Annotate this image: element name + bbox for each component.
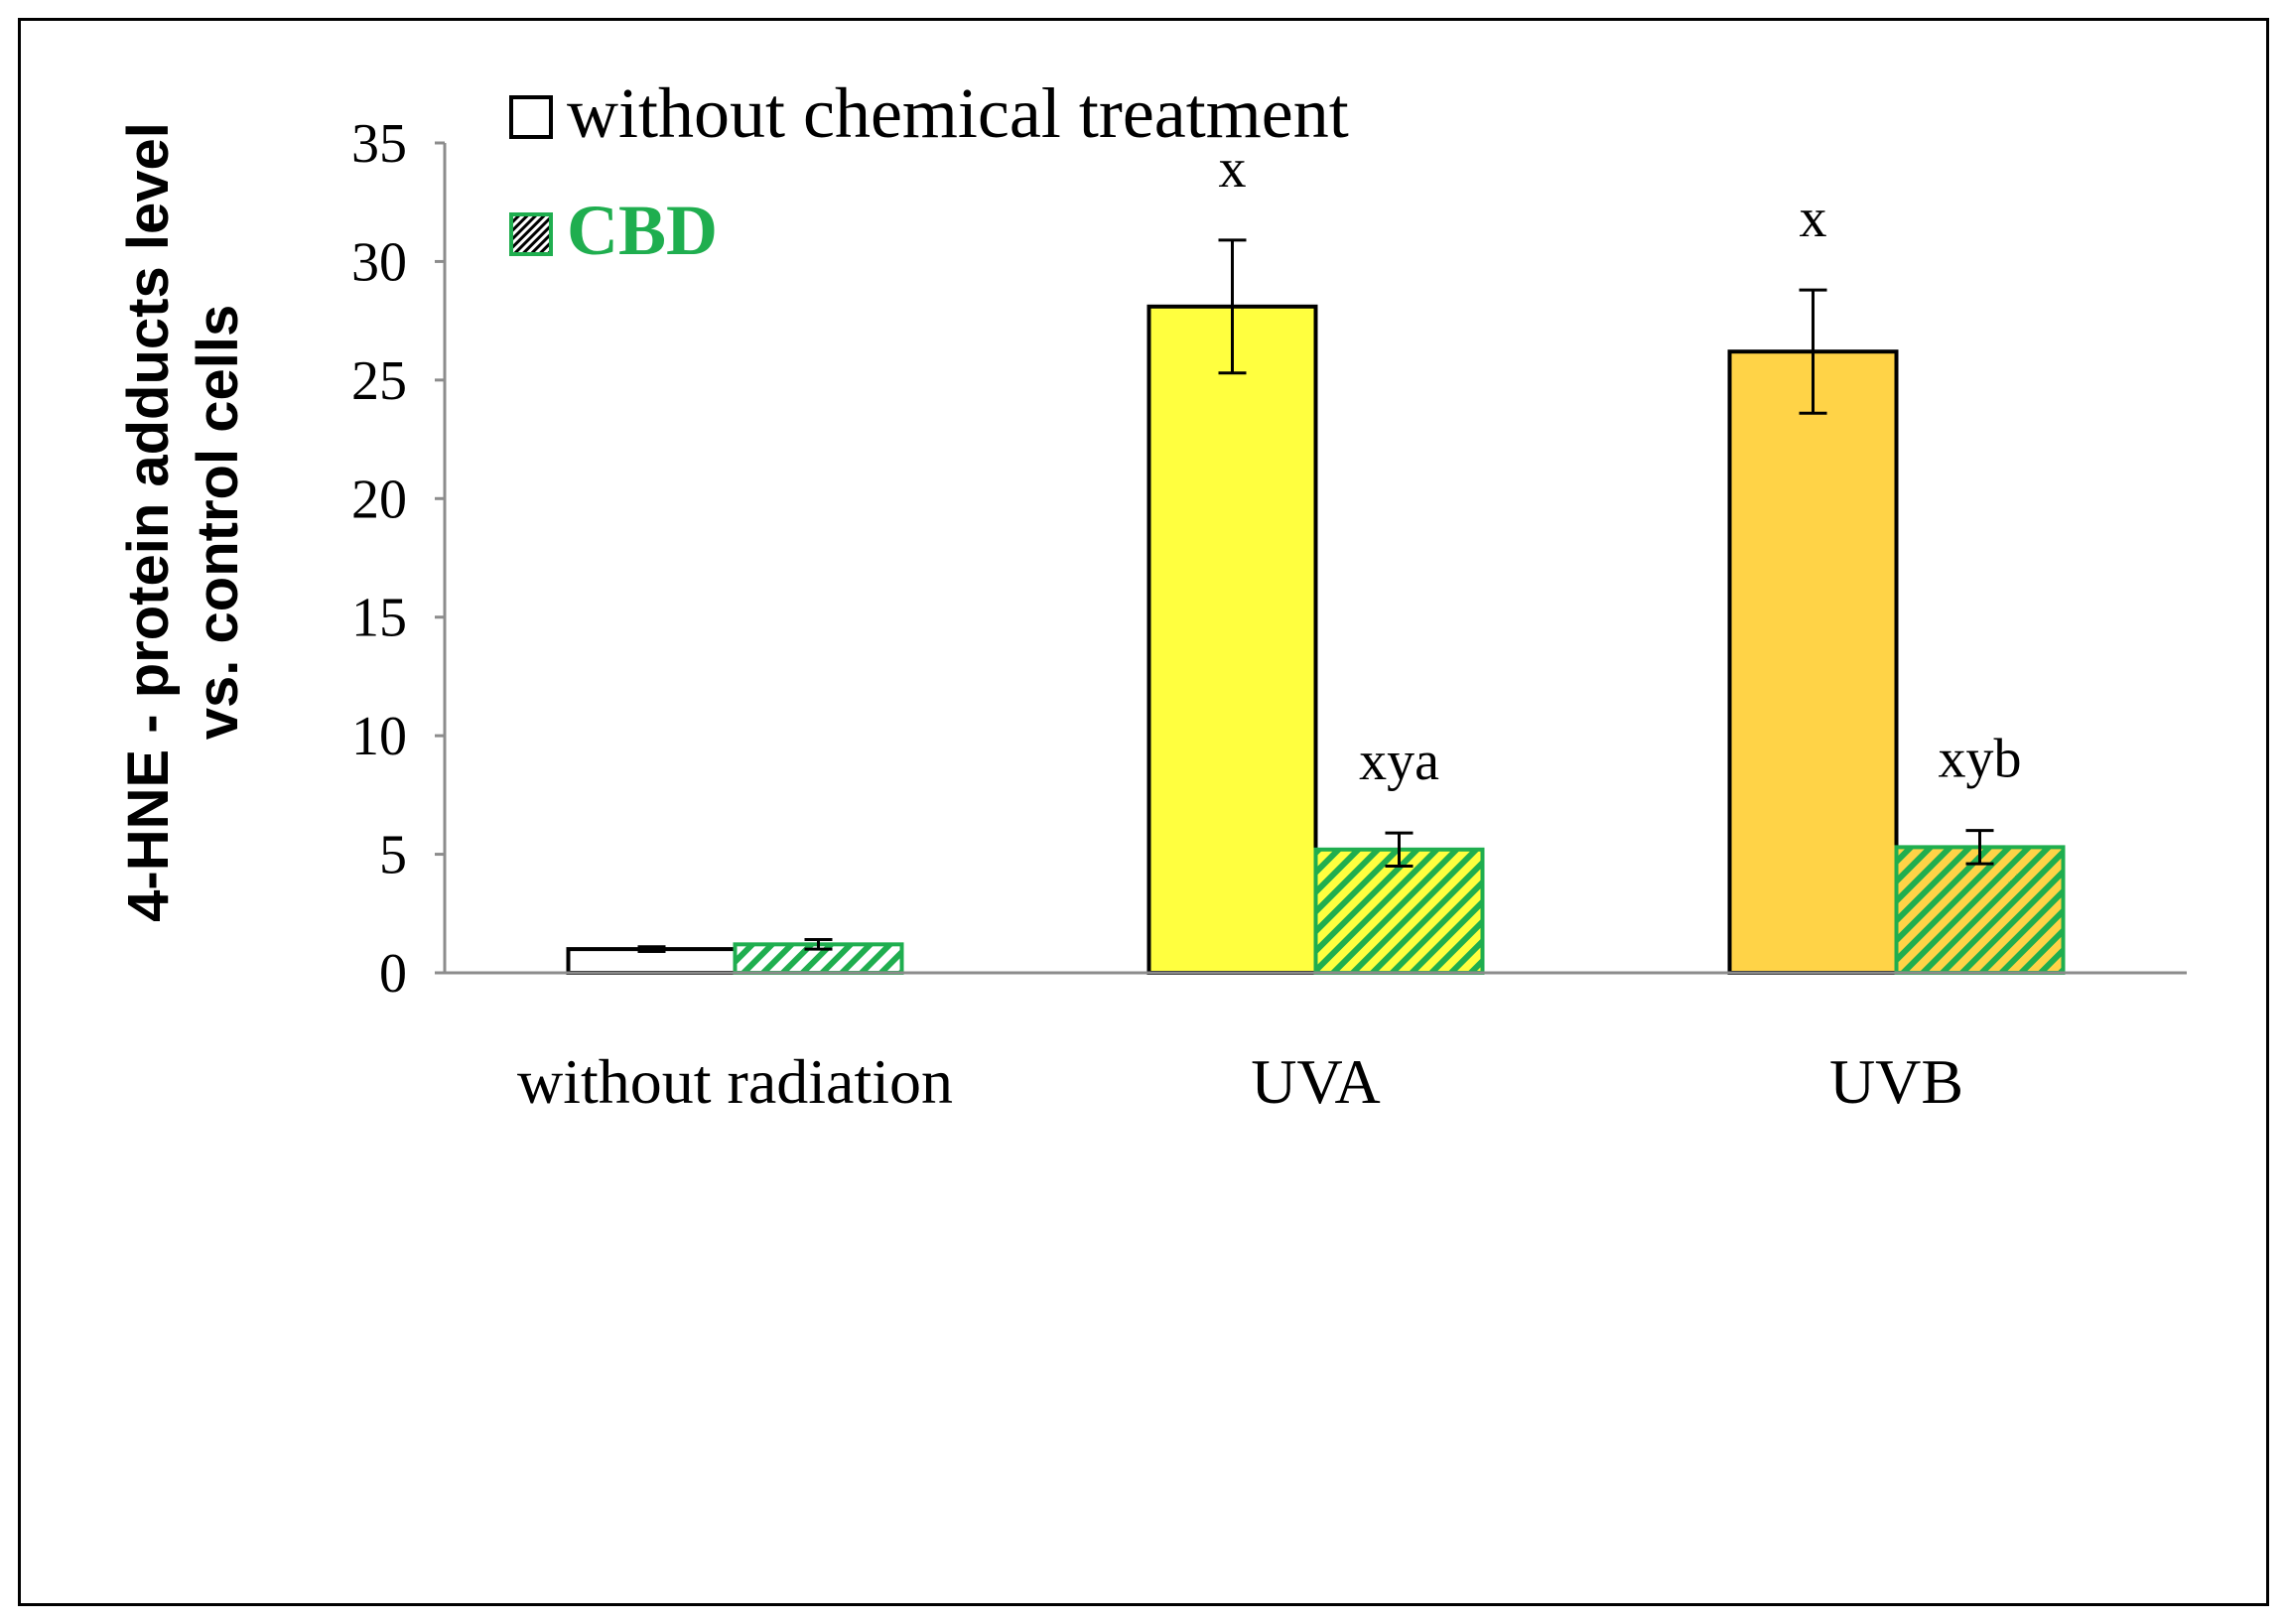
y-axis-label-line: 4-HNE - protein adducts level [116,122,181,922]
bar-chart: 4-HNE - protein adducts levelvs. control… [116,73,2187,1117]
annotation-cbd-uva: xya [1359,731,1439,792]
bar-cbd-uvb [1894,845,2066,975]
axes [443,143,2187,975]
y-tick-label-0: 0 [379,943,407,1005]
y-tick-label-15: 15 [351,588,407,649]
bar-cbd-uva [1313,847,1485,976]
y-tick-label-20: 20 [351,469,407,530]
y-tick-label-25: 25 [351,350,407,412]
y-tick-label-10: 10 [351,706,407,767]
y-axis-title: 4-HNE - protein adducts levelvs. control… [116,122,250,922]
annotation-cbd-uvb: xyb [1939,729,2022,790]
category-labels: without radiation UVA UVB [517,1046,1963,1117]
x-category-label-without-radiation: without radiation [517,1046,953,1117]
error-bars [637,238,1994,954]
legend-label-without-chemical-treatment: without chemical treatment [567,73,1349,153]
y-axis-label-line: vs. control cells [186,305,250,740]
x-category-label-uvb: UVB [1829,1046,1963,1117]
annotation-without-chemical-treatment-uva: x [1219,138,1247,200]
legend-swatch-cbd [509,212,553,256]
y-axis-label: 4-HNE - protein adducts levelvs. control… [116,122,250,922]
y-tick-label-5: 5 [379,825,407,886]
legend-label-cbd: CBD [567,191,718,270]
bar-without-chemical-treatment-uvb [1727,349,1899,975]
y-tick-label-30: 30 [351,231,407,293]
significance-annotations: x xya x xyb [1219,138,2022,792]
y-tick-label-35: 35 [351,113,407,175]
annotation-without-chemical-treatment-uvb: x [1800,188,1827,249]
chart-frame: 4-HNE - protein adducts levelvs. control… [18,18,2269,1606]
legend-swatch-without-chemical-treatment [509,95,553,139]
legend: without chemical treatment CBD [509,73,1349,270]
y-axis-ticks: 0 5 10 15 20 25 30 35 [351,113,445,1005]
x-category-label-uva: UVA [1251,1046,1380,1117]
bars [566,304,2066,976]
bar-without-chemical-treatment-uva [1146,304,1318,976]
